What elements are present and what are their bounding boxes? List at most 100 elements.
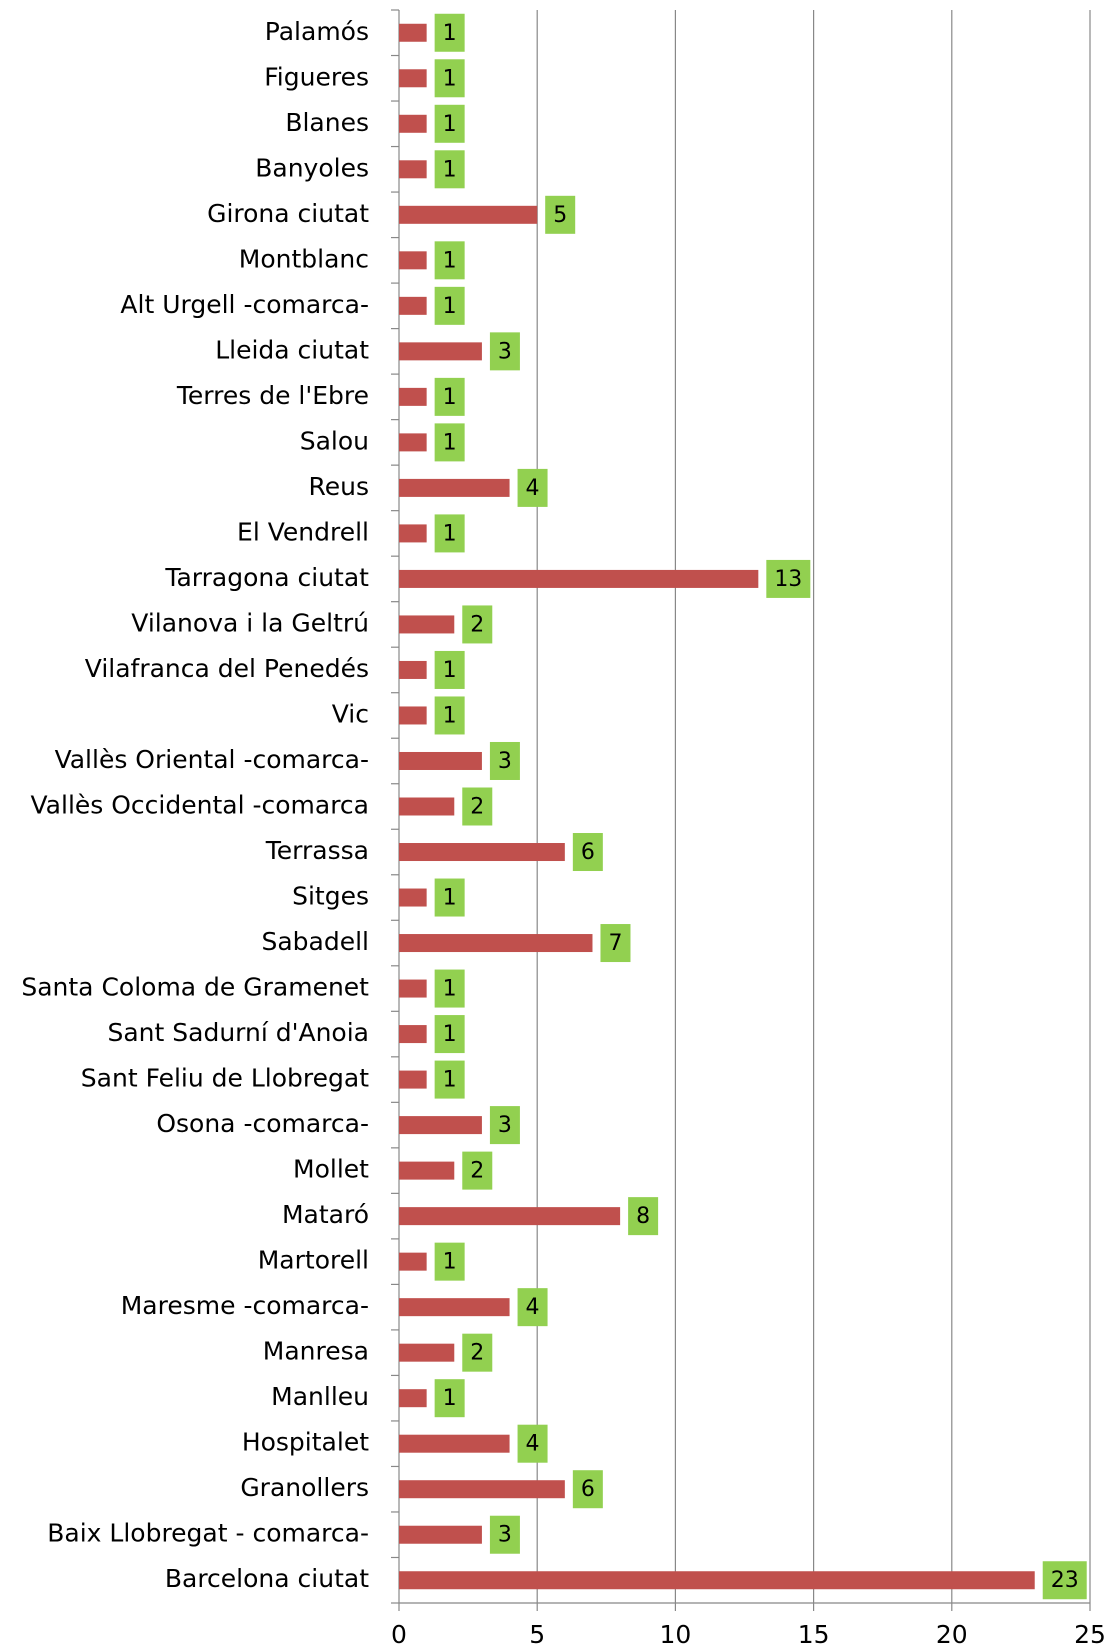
bar [399, 797, 455, 816]
y-tick-label: Banyoles [255, 153, 369, 182]
bar [399, 23, 427, 42]
data-label-box [434, 1060, 465, 1099]
bar [399, 114, 427, 133]
bar [399, 979, 427, 998]
data-label: 4 [526, 1432, 540, 1457]
data-label-box [434, 150, 465, 189]
data-label-box [434, 1242, 465, 1281]
bar [399, 1025, 427, 1044]
data-label-box [462, 1333, 493, 1372]
y-tick-label: Reus [309, 472, 370, 501]
data-label: 4 [526, 1295, 540, 1320]
bar [399, 69, 427, 88]
y-tick-label: Baix Llobregat - comarca- [47, 1519, 369, 1548]
y-tick-label: Sant Feliu de Llobregat [81, 1064, 369, 1093]
y-tick-label: Vilafranca del Penedés [85, 654, 369, 683]
bar [399, 843, 565, 862]
data-label: 3 [498, 1523, 512, 1548]
data-label: 1 [443, 66, 457, 91]
y-tick-label: Vallès Oriental -comarca- [55, 745, 369, 774]
data-label: 3 [498, 1113, 512, 1138]
data-label: 1 [443, 112, 457, 137]
data-label-box [572, 1470, 603, 1509]
data-label: 1 [443, 385, 457, 410]
data-label: 1 [443, 248, 457, 273]
bar [399, 569, 759, 588]
data-label-box [434, 696, 465, 735]
y-tick-label: Martorell [258, 1246, 369, 1275]
bar [399, 342, 482, 361]
x-tick-label: 10 [659, 1620, 691, 1648]
data-label: 1 [443, 658, 457, 683]
data-label: 1 [443, 703, 457, 728]
data-label: 1 [443, 1386, 457, 1411]
data-label: 8 [636, 1204, 650, 1229]
data-label: 2 [470, 1341, 484, 1366]
bar [399, 1480, 565, 1499]
y-tick-label: Granollers [240, 1473, 369, 1502]
data-label-box [434, 969, 465, 1008]
data-label-box [434, 13, 465, 52]
data-label-box [434, 423, 465, 462]
bar [399, 478, 510, 497]
bar [399, 524, 427, 543]
y-tick-label: Figueres [264, 62, 369, 91]
y-tick-label: Vilanova i la Geltrú [131, 608, 369, 637]
y-tick-label: Vic [332, 699, 369, 728]
data-label-box [517, 468, 548, 507]
y-tick-label: Montblanc [239, 244, 369, 273]
y-tick-label: Barcelona ciutat [165, 1564, 369, 1593]
data-label: 2 [470, 612, 484, 637]
bar [399, 706, 427, 725]
y-tick-label: Terrassa [265, 836, 369, 865]
bar [399, 934, 593, 953]
bar [399, 296, 427, 315]
y-tick-label: Tarragona ciutat [164, 563, 369, 592]
data-label: 5 [553, 203, 567, 228]
data-label: 1 [443, 1250, 457, 1275]
data-label-box [628, 1197, 659, 1236]
x-tick-label: 15 [798, 1620, 830, 1648]
bar [399, 751, 482, 770]
data-label-box [489, 332, 520, 371]
data-label-box [517, 1288, 548, 1327]
y-tick-label: Manresa [263, 1337, 369, 1366]
data-label: 2 [470, 1159, 484, 1184]
y-tick-label: Alt Urgell -comarca- [120, 290, 369, 319]
x-tick-label: 0 [391, 1620, 407, 1648]
data-label: 7 [608, 931, 622, 956]
bar [399, 433, 427, 452]
data-label: 6 [581, 1477, 595, 1502]
data-label: 4 [526, 476, 540, 501]
y-tick-label: Palamós [265, 17, 369, 46]
data-label-box [434, 878, 465, 917]
y-tick-label: Terres de l'Ebre [176, 381, 369, 410]
data-label: 13 [774, 567, 802, 592]
x-tick-label: 5 [529, 1620, 545, 1648]
data-label-box [489, 1106, 520, 1145]
y-tick-label: Salou [300, 426, 369, 455]
data-label-box [434, 650, 465, 689]
bar [399, 1389, 427, 1408]
y-tick-label: Lleida ciutat [215, 335, 369, 364]
y-tick-label: Sant Sadurní d'Anoia [107, 1018, 369, 1047]
bar [399, 1298, 510, 1317]
y-tick-label: Santa Coloma de Gramenet [21, 973, 369, 1002]
bar [399, 251, 427, 270]
bar [399, 888, 427, 907]
data-label-box [434, 1379, 465, 1418]
data-label: 1 [443, 1022, 457, 1047]
bar [399, 1525, 482, 1544]
y-tick-label: Maresme -comarca- [121, 1291, 369, 1320]
bar [399, 1571, 1035, 1590]
bar [399, 1252, 427, 1271]
data-label-box [434, 514, 465, 553]
data-label-box [434, 1015, 465, 1054]
x-tick-label: 20 [936, 1620, 968, 1648]
data-label-box [600, 924, 631, 963]
data-label: 6 [581, 840, 595, 865]
y-tick-label: Osona -comarca- [156, 1109, 369, 1138]
data-label: 1 [443, 977, 457, 1002]
bar [399, 387, 427, 406]
data-label-box [462, 605, 493, 644]
